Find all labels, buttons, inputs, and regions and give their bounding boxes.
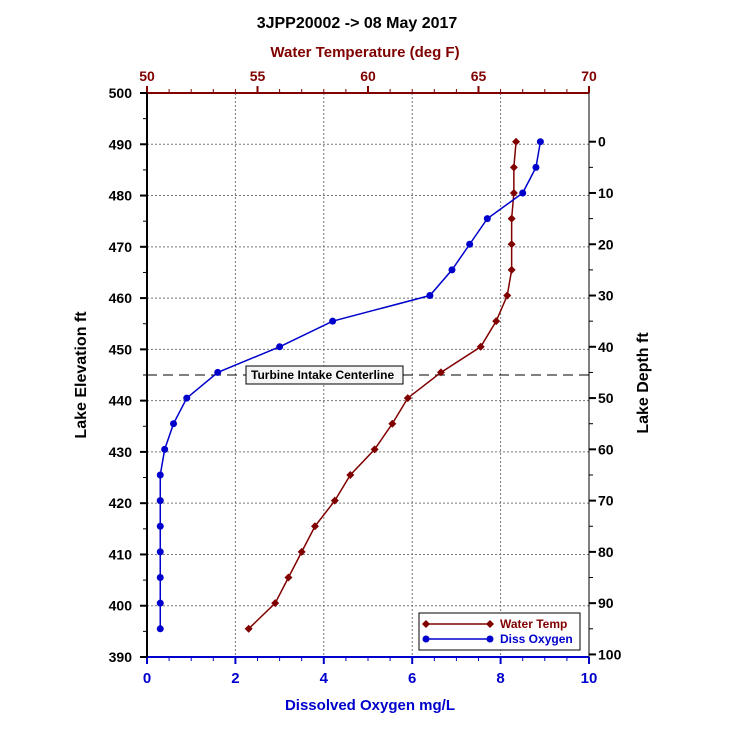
right-tick-label: 90 (598, 595, 614, 611)
water-temp-point (330, 496, 339, 505)
water-temp-point (476, 342, 485, 351)
top-tick-label: 55 (250, 68, 266, 84)
left-tick-label: 500 (109, 85, 133, 101)
water-temp-point (512, 137, 521, 146)
diss-oxygen-line (159, 141, 542, 629)
left-tick-label: 410 (109, 546, 133, 562)
water-temp-point (503, 291, 512, 300)
left-tick-label: 470 (109, 239, 133, 255)
right-tick-label: 20 (598, 236, 614, 252)
legend-label: Water Temp (500, 617, 567, 631)
left-tick-label: 450 (109, 341, 133, 357)
water-temp-point (507, 240, 516, 249)
diss-oxygen-point (214, 368, 222, 376)
diss-oxygen-point (536, 138, 544, 146)
top-tick-label: 60 (360, 68, 376, 84)
right-tick-label: 50 (598, 390, 614, 406)
water-temp-point (284, 573, 293, 582)
water-temp-point (244, 624, 253, 633)
water-temp-point (507, 265, 516, 274)
legend-label: Diss Oxygen (500, 632, 573, 646)
intake-label: Turbine Intake Centerline (251, 368, 394, 382)
water-temp-point (271, 599, 280, 608)
diss-oxygen-point (161, 445, 169, 453)
bottom-axis-title: Dissolved Oxygen mg/L (285, 697, 455, 714)
diss-oxygen-point (156, 471, 164, 479)
water-temp-point (297, 547, 306, 556)
left-tick-label: 440 (109, 393, 133, 409)
diss-oxygen-point (466, 240, 474, 248)
legend-marker (422, 635, 430, 643)
right-tick-label: 40 (598, 339, 614, 355)
left-tick-label: 420 (109, 495, 133, 511)
water-temp-point (346, 470, 355, 479)
legend-marker (422, 620, 430, 628)
top-tick-label: 50 (139, 68, 155, 84)
right-tick-label: 30 (598, 288, 614, 304)
diss-oxygen-point (156, 522, 164, 530)
axes-layer: 50 55 60 65 700 2 4 6 8 1039040041042043044045046… (109, 68, 622, 687)
annotation-layer: Turbine Intake Centerline (147, 365, 589, 385)
water-temp-line (248, 141, 517, 630)
top-tick-label: 65 (471, 68, 487, 84)
diss-oxygen-point (156, 497, 164, 505)
diss-oxygen-point (519, 189, 527, 197)
bottom-tick-label: 2 (231, 670, 239, 687)
water-temp-point (507, 214, 516, 223)
intake-label-box (245, 365, 404, 385)
legend-marker (486, 635, 494, 643)
right-tick-label: 0 (598, 134, 606, 150)
water-temp-point (509, 188, 518, 197)
diss-oxygen-point (156, 625, 164, 633)
left-axis-title: Lake Elevation ft (73, 311, 90, 439)
left-tick-label: 460 (109, 290, 133, 306)
bottom-tick-label: 8 (496, 670, 504, 687)
chart-title: 3JPP20002 -> 08 May 2017 (257, 15, 458, 32)
diss-oxygen-point (448, 266, 456, 274)
diss-oxygen-point (156, 574, 164, 582)
bottom-tick-label: 6 (408, 670, 416, 687)
water-temp-point (388, 419, 397, 428)
series-layer (156, 137, 544, 633)
diss-oxygen-point (483, 215, 491, 223)
diss-oxygen-point (276, 343, 284, 351)
diss-oxygen-point (170, 420, 178, 428)
diss-oxygen-point (532, 163, 540, 171)
bottom-tick-label: 10 (581, 670, 598, 687)
water-temp-point (509, 163, 518, 172)
top-axis-title: Water Temperature (deg F) (270, 44, 459, 61)
water-temp-point (310, 522, 319, 531)
right-tick-label: 100 (598, 646, 622, 662)
left-tick-label: 390 (109, 649, 133, 665)
top-tick-label: 70 (581, 68, 597, 84)
right-tick-label: 80 (598, 544, 614, 560)
diss-oxygen-point (329, 317, 337, 325)
diss-oxygen-point (426, 292, 434, 300)
right-tick-label: 10 (598, 185, 614, 201)
diss-oxygen-point (183, 394, 191, 402)
right-axis-title: Lake Depth ft (635, 332, 652, 434)
left-tick-label: 400 (109, 598, 133, 614)
water-temp-point (403, 394, 412, 403)
left-tick-label: 430 (109, 444, 133, 460)
diss-oxygen-point (156, 548, 164, 556)
water-temp-point (436, 368, 445, 377)
bottom-tick-label: 0 (143, 670, 151, 687)
diss-oxygen-point (156, 599, 164, 607)
bottom-tick-label: 4 (320, 670, 329, 687)
water-temp-point (370, 445, 379, 454)
legend-box (418, 612, 581, 651)
water-temp-point (492, 317, 501, 326)
left-tick-label: 480 (109, 188, 133, 204)
left-tick-label: 490 (109, 136, 133, 152)
right-tick-label: 60 (598, 441, 614, 457)
right-tick-label: 70 (598, 493, 614, 509)
legend-marker (486, 620, 494, 628)
